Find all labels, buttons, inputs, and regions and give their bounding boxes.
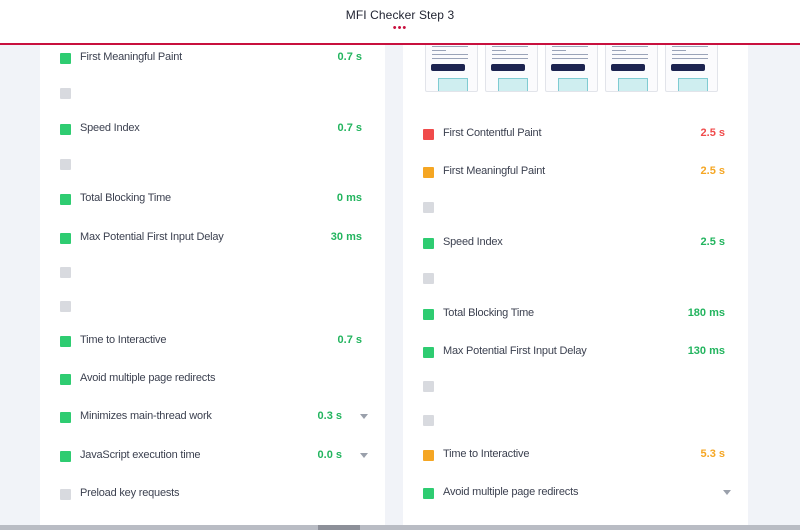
audit-label: First Meaningful Paint bbox=[443, 165, 545, 177]
status-square-icon bbox=[423, 450, 434, 461]
audit-label: Avoid multiple page redirects bbox=[443, 486, 579, 498]
audit-row-speed-index: Speed Index 2.5 s bbox=[423, 232, 733, 256]
audit-row-avoid-multiple-page-redirects[interactable]: Avoid multiple page redirects bbox=[423, 482, 733, 506]
audit-value: 0.3 s bbox=[317, 410, 342, 422]
audit-value: 2.5 s bbox=[700, 165, 725, 177]
status-square-icon bbox=[60, 336, 71, 347]
status-square-icon bbox=[423, 167, 434, 178]
status-square-icon bbox=[60, 451, 71, 462]
audit-row-total-blocking-time: Total Blocking Time 180 ms bbox=[423, 303, 733, 327]
audit-row-max-potential-first-input-delay: Max Potential First Input Delay 30 ms bbox=[60, 227, 370, 251]
audit-value: 0.7 s bbox=[337, 334, 362, 346]
audit-label: Preload key requests bbox=[80, 487, 180, 499]
audit-value: 0.0 s bbox=[317, 449, 342, 461]
audit-value: 0 ms bbox=[336, 192, 362, 204]
audit-label: Total Blocking Time bbox=[443, 307, 534, 319]
status-square-icon bbox=[60, 301, 71, 312]
left-results-panel: First Meaningful Paint 0.7 s Speed Index 0.… bbox=[40, 45, 385, 530]
page-screenshot-thumbnail bbox=[665, 45, 718, 92]
audit-row-first-contentful-paint: First Contentful Paint 2.5 s bbox=[423, 123, 733, 147]
page-screenshot-thumbnail bbox=[425, 45, 478, 92]
audit-row-first-meaningful-paint: First Meaningful Paint 2.5 s bbox=[423, 161, 733, 185]
horizontal-scrollbar[interactable] bbox=[0, 525, 800, 530]
audit-row-speed-index: Speed Index 0.7 s bbox=[60, 118, 370, 142]
audit-row-total-blocking-time: Total Blocking Time 0 ms bbox=[60, 188, 370, 212]
audit-label: Max Potential First Input Delay bbox=[80, 231, 224, 243]
status-square-icon bbox=[423, 273, 434, 284]
status-square-icon bbox=[60, 374, 71, 385]
audit-row-max-potential-first-input-delay: Max Potential First Input Delay 130 ms bbox=[423, 341, 733, 365]
scrollbar-thumb[interactable] bbox=[318, 525, 360, 530]
audit-value: 2.5 s bbox=[700, 127, 725, 139]
audit-label: First Contentful Paint bbox=[443, 127, 542, 139]
audit-row-javascript-execution-time[interactable]: JavaScript execution time 0.0 s bbox=[60, 445, 370, 469]
audit-label: Total Blocking Time bbox=[80, 192, 171, 204]
audit-label: JavaScript execution time bbox=[80, 449, 201, 461]
page-screenshot-thumbnail bbox=[605, 45, 658, 92]
page-screenshot-thumbnail bbox=[545, 45, 598, 92]
audit-value: 2.5 s bbox=[700, 236, 725, 248]
audit-row-placeholder bbox=[60, 261, 370, 285]
page-screenshot-thumbnail bbox=[485, 45, 538, 92]
audit-value: 5.3 s bbox=[700, 448, 725, 460]
audit-label: Time to Interactive bbox=[443, 448, 530, 460]
audit-label: Time to Interactive bbox=[80, 334, 167, 346]
status-square-icon bbox=[423, 488, 434, 499]
audit-value: 0.7 s bbox=[337, 122, 362, 134]
audit-label: Speed Index bbox=[80, 122, 140, 134]
audit-label: Speed Index bbox=[443, 236, 503, 248]
chevron-down-icon[interactable] bbox=[360, 414, 368, 419]
audit-row-placeholder bbox=[423, 409, 733, 433]
status-square-icon bbox=[60, 124, 71, 135]
audit-row-placeholder bbox=[60, 82, 370, 106]
audit-value: 180 ms bbox=[687, 307, 725, 319]
status-square-icon bbox=[60, 194, 71, 205]
status-square-icon bbox=[60, 53, 71, 64]
audit-value: 0.7 s bbox=[337, 51, 362, 63]
status-square-icon bbox=[60, 267, 71, 278]
audit-row-minimizes-main-thread-work[interactable]: Minimizes main-thread work 0.3 s bbox=[60, 406, 370, 430]
chevron-down-icon[interactable] bbox=[723, 490, 731, 495]
audit-label: First Meaningful Paint bbox=[80, 51, 182, 63]
audit-row-avoid-multiple-page-redirects: Avoid multiple page redirects bbox=[60, 368, 370, 392]
audit-row-placeholder bbox=[423, 375, 733, 399]
more-dots-icon[interactable]: ••• bbox=[392, 22, 408, 34]
audit-row-first-meaningful-paint: First Meaningful Paint 0.7 s bbox=[60, 47, 370, 71]
audit-row-placeholder bbox=[60, 295, 370, 319]
status-square-icon bbox=[423, 415, 434, 426]
right-results-panel: First Contentful Paint 2.5 s First Meaning… bbox=[403, 45, 748, 530]
audit-row-time-to-interactive: Time to Interactive 5.3 s bbox=[423, 444, 733, 468]
audit-value: 130 ms bbox=[687, 345, 725, 357]
audit-row-placeholder bbox=[423, 196, 733, 220]
audit-value: 30 ms bbox=[330, 231, 362, 243]
status-square-icon bbox=[60, 412, 71, 423]
status-square-icon bbox=[60, 159, 71, 170]
status-square-icon bbox=[423, 202, 434, 213]
audit-label: Max Potential First Input Delay bbox=[443, 345, 587, 357]
status-square-icon bbox=[423, 238, 434, 249]
audit-row-time-to-interactive: Time to Interactive 0.7 s bbox=[60, 330, 370, 354]
status-square-icon bbox=[423, 129, 434, 140]
status-square-icon bbox=[423, 381, 434, 392]
audit-row-placeholder bbox=[423, 267, 733, 291]
status-square-icon bbox=[423, 347, 434, 358]
status-square-icon bbox=[423, 309, 434, 320]
status-square-icon bbox=[60, 233, 71, 244]
audit-row-placeholder bbox=[60, 153, 370, 177]
chevron-down-icon[interactable] bbox=[360, 453, 368, 458]
status-square-icon bbox=[60, 489, 71, 500]
status-square-icon bbox=[60, 88, 71, 99]
screenshot-thumbnails bbox=[425, 45, 725, 92]
audit-row-preload-key-requests: Preload key requests bbox=[60, 483, 370, 507]
page-title: MFI Checker Step 3 bbox=[345, 8, 455, 22]
top-bar: MFI Checker Step 3 ••• bbox=[0, 0, 800, 45]
audit-label: Avoid multiple page redirects bbox=[80, 372, 216, 384]
audit-label: Minimizes main-thread work bbox=[80, 410, 212, 422]
